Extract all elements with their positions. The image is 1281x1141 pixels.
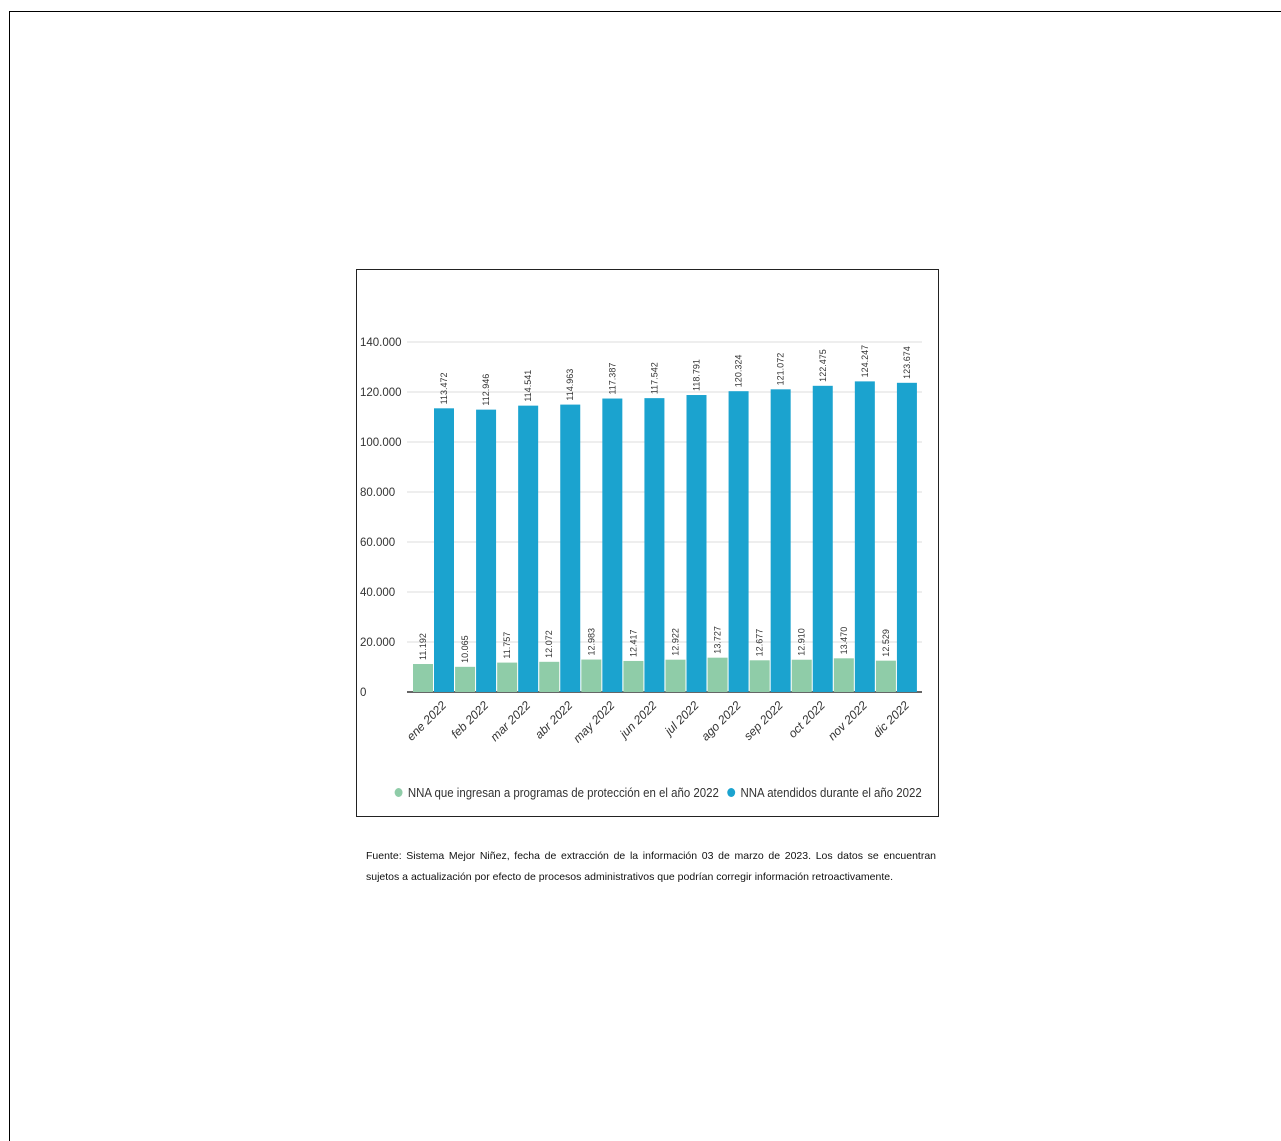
- x-tick-label: jun 2022: [616, 698, 660, 742]
- data-label: 121.072: [776, 353, 786, 386]
- bar-atendidos: [812, 385, 833, 692]
- data-label: 120.324: [734, 355, 744, 388]
- data-label: 12.529: [881, 629, 891, 657]
- x-tick-label: feb 2022: [448, 698, 491, 741]
- chart-legend: NNA que ingresan a programas de protecci…: [392, 785, 922, 800]
- bar-atendidos: [644, 398, 665, 692]
- x-tick-label: nov 2022: [825, 698, 870, 743]
- legend-swatch-atendidos: [727, 788, 736, 797]
- data-label: 112.946: [481, 374, 491, 406]
- legend-swatch-ingresan: [394, 788, 403, 797]
- x-tick-label: ago 2022: [698, 698, 744, 744]
- data-label: 117.542: [649, 362, 659, 394]
- data-label: 11.192: [418, 633, 428, 660]
- y-tick-label: 120.000: [360, 387, 402, 399]
- legend-item-ingresan: NNA que ingresan a programas de protecci…: [394, 785, 719, 800]
- bar-ingresan: [581, 659, 602, 692]
- data-label: 124.247: [860, 345, 870, 378]
- y-tick-label: 140.000: [360, 337, 402, 349]
- bar-atendidos: [560, 404, 581, 692]
- data-label: 13.470: [839, 627, 849, 655]
- bar-atendidos: [686, 395, 707, 692]
- x-tick-label: ene 2022: [404, 698, 450, 744]
- y-tick-label: 100.000: [360, 437, 402, 449]
- data-label: 117.387: [607, 363, 617, 395]
- y-tick-label: 20.000: [360, 637, 395, 649]
- x-tick-label: oct 2022: [785, 698, 828, 741]
- bar-atendidos: [728, 391, 749, 692]
- bar-ingresan: [707, 657, 728, 692]
- legend-label-ingresan: NNA que ingresan a programas de protecci…: [407, 785, 719, 800]
- bar-ingresan: [665, 659, 686, 692]
- page-frame: [9, 11, 1281, 1141]
- x-tick-label: may 2022: [570, 698, 617, 745]
- data-label: 10.065: [460, 635, 470, 663]
- data-label: 123.674: [902, 346, 912, 379]
- chart-container: 0 20.000 40.000 60.000 80.000 100.000 120.000 1…: [356, 269, 939, 817]
- data-label: 13.727: [713, 626, 723, 654]
- data-label: 12.910: [797, 628, 807, 656]
- y-tick-label: 60.000: [360, 537, 395, 549]
- bar-atendidos: [854, 381, 875, 692]
- bar-ingresan: [833, 658, 854, 692]
- bar-ingresan: [455, 666, 476, 692]
- bar-ingresan: [413, 664, 433, 692]
- bar-ingresan: [875, 660, 896, 692]
- x-tick-label: sep 2022: [741, 698, 786, 743]
- y-tick-label: 40.000: [360, 587, 395, 599]
- bar-ingresan: [791, 659, 812, 692]
- data-label: 12.072: [544, 630, 554, 658]
- data-label: 12.677: [755, 629, 765, 657]
- bar-chart: 0 20.000 40.000 60.000 80.000 100.000 120.000 1…: [360, 337, 922, 745]
- data-label: 11.757: [502, 632, 512, 659]
- x-tick-label: jul 2022: [661, 698, 702, 739]
- y-tick-label: 80.000: [360, 487, 395, 499]
- bar-atendidos: [476, 409, 497, 692]
- bar-ingresan: [539, 661, 560, 692]
- data-label: 114.963: [565, 369, 575, 401]
- legend-label-atendidos: NNA atendidos durante el año 2022: [740, 785, 922, 800]
- x-tick-label: abr 2022: [532, 698, 576, 742]
- bar-atendidos: [434, 408, 454, 692]
- bar-ingresan: [623, 660, 644, 692]
- data-label: 114.541: [523, 370, 533, 402]
- data-label: 12.983: [586, 628, 596, 656]
- bar-atendidos: [770, 389, 791, 692]
- data-label: 118.791: [692, 359, 702, 391]
- data-label: 122.475: [818, 349, 828, 382]
- data-label: 12.922: [671, 628, 681, 656]
- bar-atendidos: [602, 398, 623, 692]
- bar-ingresan: [749, 660, 770, 692]
- data-label: 113.472: [439, 372, 449, 404]
- x-tick-label: dic 2022: [870, 698, 912, 740]
- x-tick-label: mar 2022: [488, 698, 534, 744]
- bar-atendidos: [518, 405, 539, 692]
- data-label: 12.417: [628, 629, 638, 657]
- legend-item-atendidos: NNA atendidos durante el año 2022: [727, 785, 922, 800]
- y-tick-label: 0: [360, 687, 366, 699]
- bar-atendidos: [896, 382, 917, 692]
- bar-ingresan: [497, 662, 518, 692]
- source-note: Fuente: Sistema Mejor Niñez, fecha de ex…: [366, 850, 936, 883]
